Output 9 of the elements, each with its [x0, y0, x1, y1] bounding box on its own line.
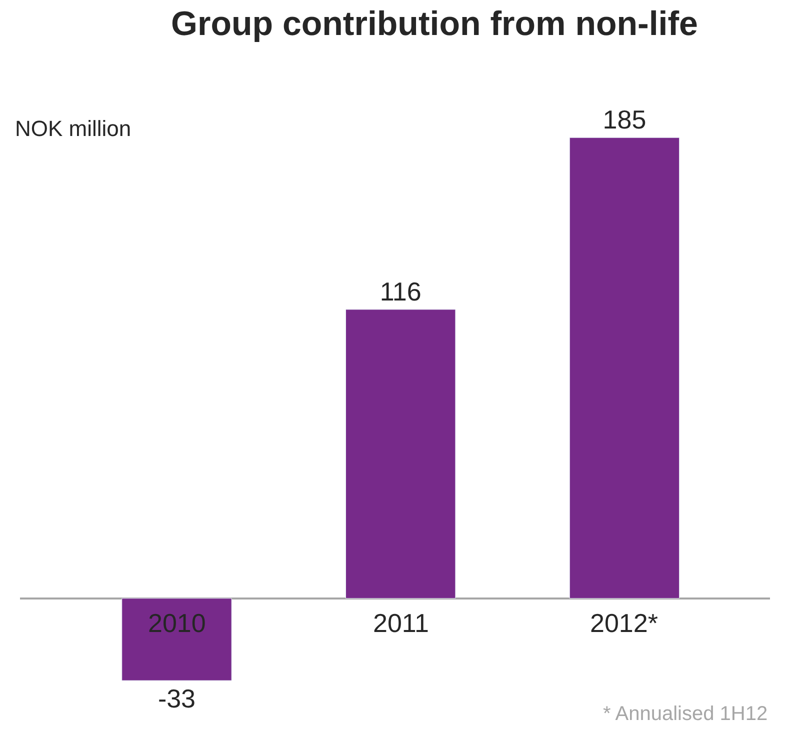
data-label: 116 [380, 276, 422, 306]
data-label: 185 [602, 104, 646, 135]
x-tick-label: 2010 [148, 608, 206, 638]
x-tick-label: 2011 [373, 608, 429, 638]
data-label: -33 [158, 684, 196, 714]
text: * Annualised 1H12 [603, 703, 768, 725]
y-axis-title: NOK million [15, 116, 132, 141]
x-tick-label: 2012* [590, 608, 658, 638]
chart-title: Group contribution from non-life [171, 4, 698, 43]
